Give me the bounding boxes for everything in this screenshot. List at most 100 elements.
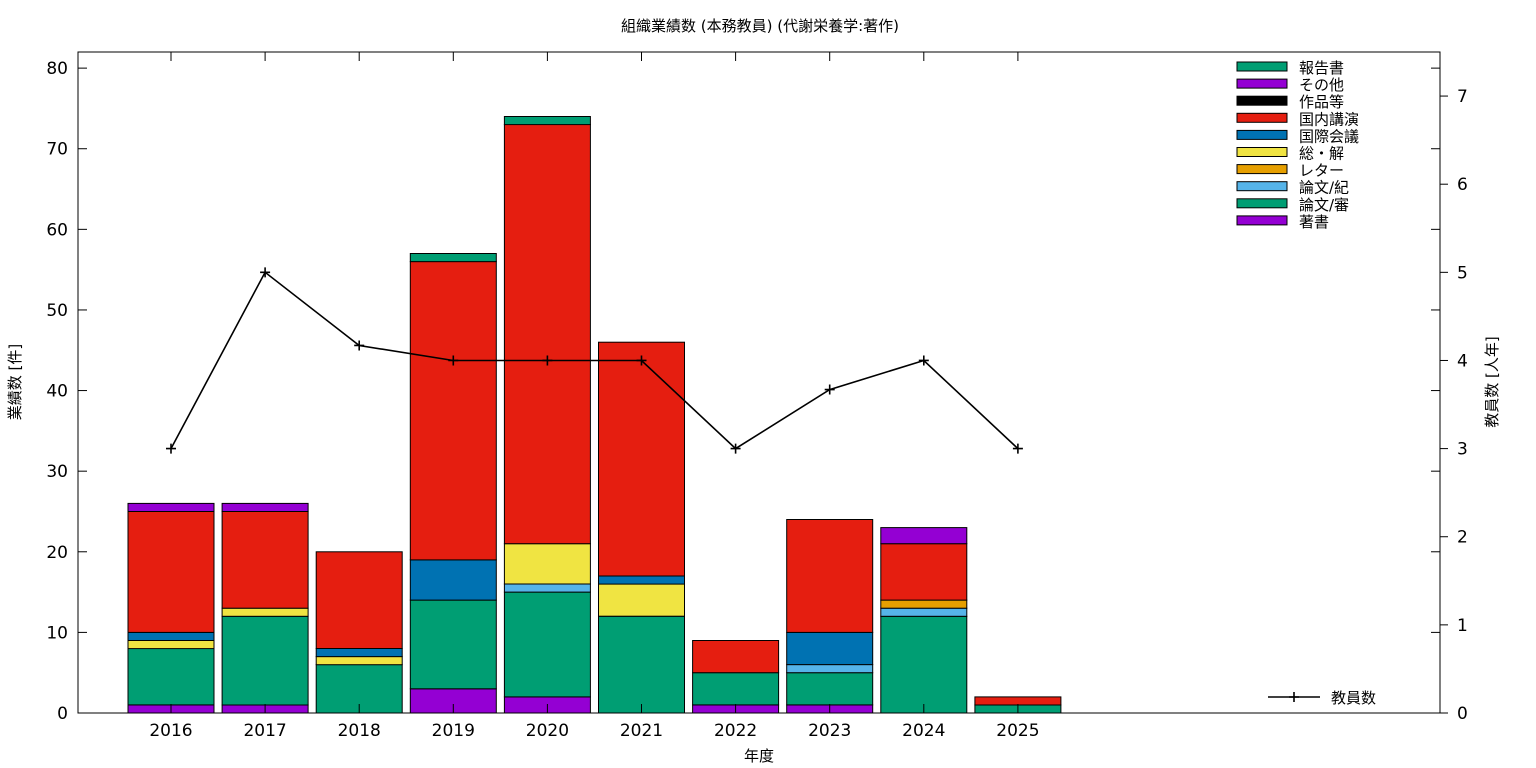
bar-2018-series-4 (315, 648, 403, 658)
legend-swatch-0 (1236, 61, 1288, 72)
y2-tick-label: 4 (1457, 351, 1468, 371)
y-tick-label: 50 (46, 301, 68, 321)
legend-label-2: 作品等 (1299, 93, 1344, 111)
bar-2016-series-3 (127, 511, 215, 633)
legend-swatch-6 (1236, 164, 1288, 175)
plot-frame (77, 51, 1441, 714)
bar-2023-series-8 (786, 672, 874, 706)
bar-2024-series-1 (880, 527, 968, 545)
axes-group: 0 10 20 30 40 50 60 70 80 0 1 2 3 4 5 6 7 2016 2017 2018 201… (46, 52, 1468, 741)
legend-swatch-1 (1236, 78, 1288, 89)
bar-2024-series-3 (880, 543, 968, 601)
bar-2020-series-3 (503, 124, 591, 545)
bar-2017-series-5 (221, 607, 309, 617)
legend-label-8: 論文/審 (1299, 196, 1349, 214)
bar-2023-series-7 (786, 664, 874, 674)
x-tick-label-2022: 2022 (714, 721, 757, 741)
chart-title: 組織業績数 (本務教員) (代謝栄養学:著作) (621, 17, 899, 35)
bar-2024-series-6 (880, 599, 968, 609)
y-tick-label: 60 (46, 220, 68, 240)
legend-label-3: 国内講演 (1299, 110, 1359, 128)
y2-tick-label: 2 (1457, 528, 1468, 548)
legend-label-1: その他 (1299, 76, 1344, 94)
y-tick-label: 40 (46, 382, 68, 402)
y-tick-label: 20 (46, 543, 68, 563)
y-tick-label: 30 (46, 462, 68, 482)
y2-tick-label: 5 (1457, 263, 1468, 283)
bar-2016-series-5 (127, 640, 215, 650)
y-tick-label: 70 (46, 140, 68, 160)
legend-swatch-8 (1236, 198, 1288, 209)
legend-label-6: レター (1299, 162, 1344, 180)
teacher-count-point-2016 (166, 443, 176, 454)
legend-line-marker (1289, 692, 1299, 702)
x-tick-label-2019: 2019 (432, 721, 475, 741)
bar-2020-series-7 (503, 583, 591, 593)
y2-tick-label: 1 (1457, 616, 1468, 636)
bars-group (127, 116, 1062, 714)
bar-2022-series-3 (692, 640, 780, 674)
x-tick-label-2024: 2024 (902, 721, 945, 741)
teacher-count-point-2018 (354, 340, 365, 351)
x-tick-label-2020: 2020 (526, 721, 569, 741)
y-tick-label: 80 (46, 59, 68, 79)
legend-swatch-2 (1236, 95, 1288, 106)
y-axis-label: 業績数 [件] (6, 344, 24, 420)
y2-axis-label: 教員数 [人年] (1483, 336, 1501, 427)
bar-2017-series-1 (221, 502, 309, 512)
bar-2019-series-8 (409, 599, 497, 690)
teacher-count-point-2019 (448, 355, 459, 366)
bar-2025-series-3 (974, 696, 1062, 706)
legend-label-7: 論文/紀 (1299, 179, 1349, 197)
y-tick-label: 10 (46, 623, 68, 643)
bar-2019-series-3 (409, 261, 497, 561)
bar-2020-series-5 (503, 543, 591, 585)
y2-tick-label: 3 (1457, 440, 1468, 460)
legend-swatch-7 (1236, 181, 1288, 192)
bar-2021-series-8 (598, 615, 685, 714)
x-tick-label-2017: 2017 (243, 721, 286, 741)
bar-2018-series-5 (315, 656, 403, 666)
y2-tick-label: 6 (1457, 175, 1468, 195)
teacher-count-point-2025 (1012, 443, 1023, 454)
bar-2019-series-4 (409, 559, 497, 601)
bar-2023-series-3 (786, 519, 874, 633)
x-tick-label-2018: 2018 (338, 721, 381, 741)
bar-2022-series-8 (692, 672, 780, 706)
bar-2016-series-4 (127, 631, 215, 642)
teacher-count-point-2020 (542, 355, 553, 366)
teacher-count-point-2017 (260, 267, 271, 278)
teacher-count-line-group (166, 267, 1023, 454)
bar-2023-series-4 (786, 631, 874, 666)
teacher-count-line (170, 271, 1019, 450)
bar-2018-series-3 (315, 551, 403, 649)
x-axis-label: 年度 (744, 747, 774, 765)
y2-tick-label: 0 (1457, 704, 1468, 724)
legend-label-5: 総・解 (1299, 145, 1344, 163)
legend-label-0: 報告書 (1299, 59, 1344, 77)
bar-2021-series-4 (598, 575, 685, 585)
teacher-count-point-2021 (636, 355, 647, 366)
bar-2020-series-8 (503, 591, 591, 698)
y-tick-label: 0 (57, 704, 68, 724)
bar-2017-series-8 (221, 615, 309, 706)
legend-swatch-3 (1236, 112, 1288, 123)
legend-swatch-4 (1236, 129, 1288, 140)
bar-2024-series-8 (880, 615, 968, 714)
x-tick-label-2025: 2025 (996, 721, 1039, 741)
y2-tick-label: 7 (1457, 87, 1468, 107)
bar-2024-series-7 (880, 607, 968, 617)
x-tick-label-2016: 2016 (149, 721, 192, 741)
legend-swatch-5 (1236, 147, 1288, 157)
legend-swatch-9 (1236, 215, 1288, 226)
bar-2020-series-0 (503, 116, 591, 126)
bar-2021-series-5 (598, 583, 685, 617)
legend-label-4: 国際会議 (1299, 127, 1359, 145)
bar-2016-series-8 (127, 648, 215, 706)
bar-2021-series-3 (598, 341, 685, 577)
x-tick-label-2023: 2023 (808, 721, 851, 741)
teacher-count-point-2022 (730, 443, 741, 454)
teacher-count-point-2024 (918, 355, 929, 366)
